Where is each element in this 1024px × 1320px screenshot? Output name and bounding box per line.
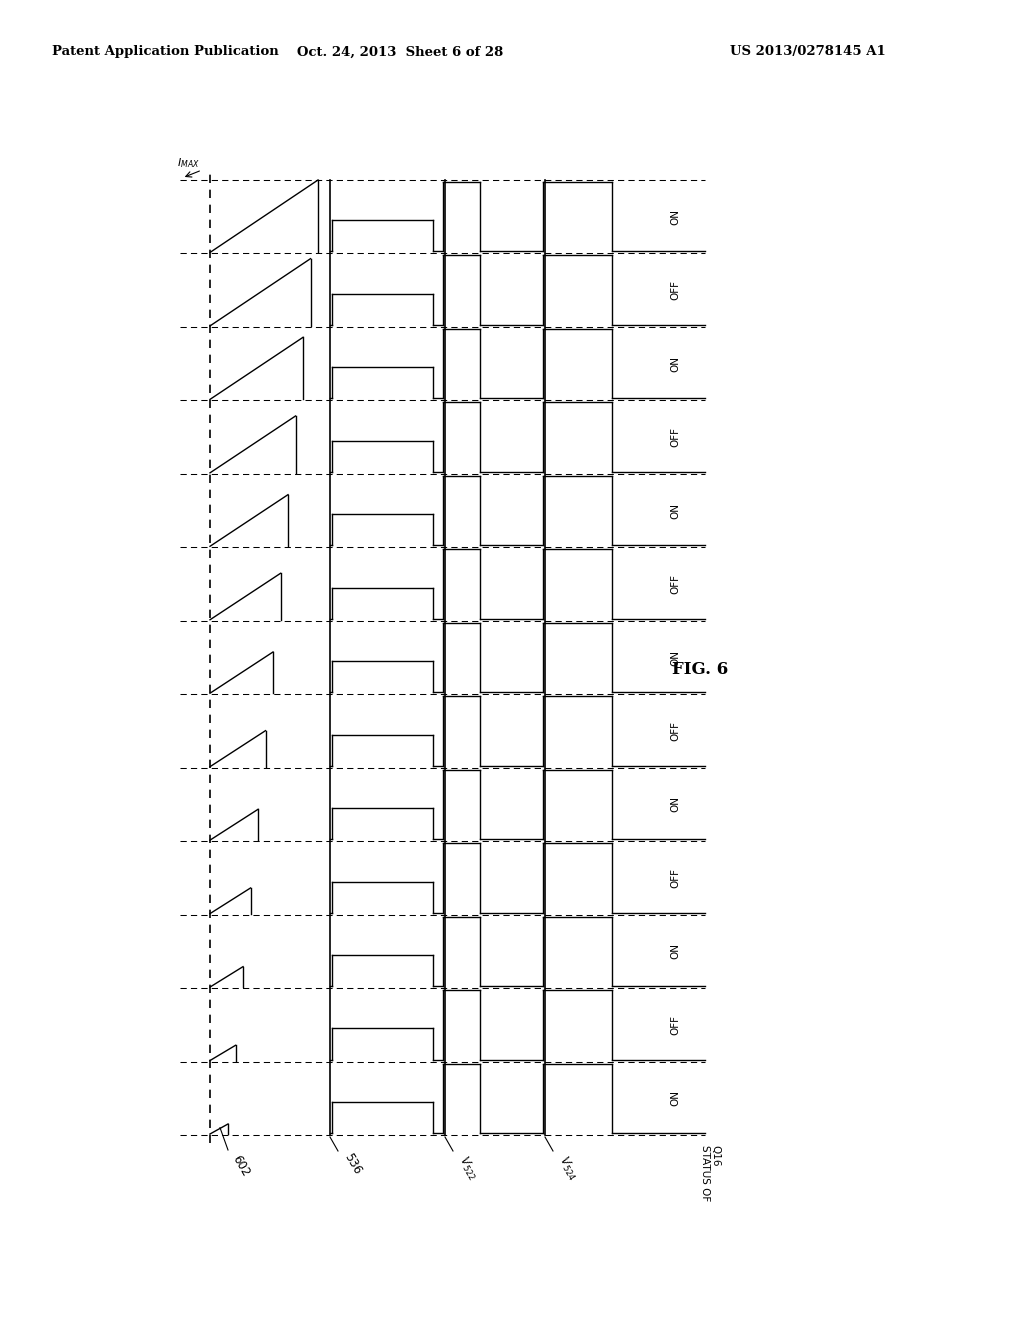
Text: ON: ON: [670, 355, 680, 372]
Text: Patent Application Publication: Patent Application Publication: [52, 45, 279, 58]
Text: STATUS OF: STATUS OF: [700, 1144, 710, 1201]
Text: OFF: OFF: [670, 867, 680, 888]
Text: US 2013/0278145 A1: US 2013/0278145 A1: [730, 45, 886, 58]
Text: ON: ON: [670, 1090, 680, 1106]
Text: ON: ON: [670, 209, 680, 224]
Text: ON: ON: [670, 503, 680, 519]
Text: 602: 602: [230, 1152, 253, 1179]
Text: OFF: OFF: [670, 574, 680, 594]
Text: OFF: OFF: [670, 428, 680, 447]
Text: ON: ON: [670, 796, 680, 812]
Text: $V_{522}$: $V_{522}$: [455, 1152, 480, 1183]
Text: 536: 536: [342, 1151, 365, 1176]
Text: OFF: OFF: [670, 280, 680, 300]
Text: ON: ON: [670, 944, 680, 960]
Text: $I_{MAX}$: $I_{MAX}$: [177, 156, 200, 170]
Text: OFF: OFF: [670, 1015, 680, 1035]
Text: ON: ON: [670, 649, 680, 665]
Text: Oct. 24, 2013  Sheet 6 of 28: Oct. 24, 2013 Sheet 6 of 28: [297, 45, 503, 58]
Text: FIG. 6: FIG. 6: [672, 661, 728, 678]
Text: $V_{524}$: $V_{524}$: [555, 1152, 581, 1183]
Text: Q16: Q16: [710, 1144, 720, 1167]
Text: OFF: OFF: [670, 721, 680, 741]
